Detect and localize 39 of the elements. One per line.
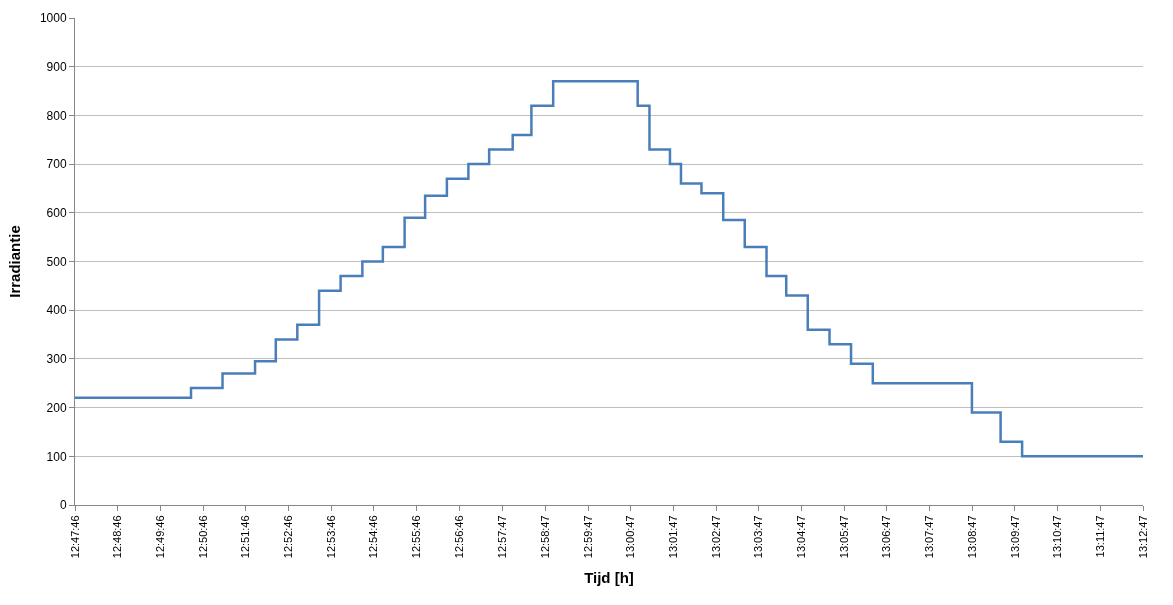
x-tick-label: 13:09:47 [1008, 515, 1021, 559]
y-tick-label: 900 [46, 59, 67, 74]
x-tick-label: 13:00:47 [624, 515, 637, 559]
y-tick-label: 400 [46, 303, 67, 318]
x-tick-label: 13:05:47 [837, 515, 850, 559]
x-tick-label: 12:56:46 [452, 515, 465, 559]
y-axis-title: Irradiantie [6, 225, 24, 298]
x-tick-label: 13:01:47 [666, 515, 679, 559]
x-tick-label: 12:51:46 [239, 515, 252, 559]
y-tick-label: 1000 [39, 11, 67, 26]
x-tick-label: 12:49:46 [153, 515, 166, 559]
y-tick-label: 800 [46, 108, 67, 123]
y-tick-label: 700 [46, 157, 67, 172]
y-tick-label: 300 [46, 352, 67, 367]
x-tick-label: 13:07:47 [922, 515, 935, 559]
x-tick-label: 13:02:47 [709, 515, 722, 559]
x-axis-title: Tijd [h] [584, 569, 634, 587]
y-tick-label: 600 [46, 206, 67, 220]
x-tick-label: 12:50:46 [196, 515, 209, 559]
y-tick-label: 200 [46, 400, 67, 415]
x-tick-label: 12:57:47 [496, 515, 509, 559]
x-tick-label: 13:11:47 [1093, 515, 1106, 558]
x-tick-label: 12:47:46 [68, 515, 81, 559]
x-tick-label: 13:06:47 [880, 515, 893, 559]
x-tick-label: 13:04:47 [794, 515, 807, 559]
x-tick-label: 12:53:46 [324, 515, 337, 559]
x-tick-label: 13:08:47 [965, 515, 978, 559]
x-tick-label: 13:10:47 [1051, 515, 1064, 559]
x-tick-label: 13:03:47 [752, 515, 765, 559]
x-tick-label: 12:59:47 [581, 515, 594, 559]
y-tick-label: 100 [46, 449, 67, 464]
x-tick-label: 12:48:46 [111, 515, 124, 559]
y-tick-label: 0 [59, 498, 67, 513]
x-tick-label: 13:12:47 [1136, 515, 1149, 559]
x-tick-label: 12:54:46 [367, 515, 380, 559]
x-tick-label: 12:55:46 [409, 515, 422, 559]
y-tick-label: 500 [46, 254, 67, 269]
x-tick-label: 12:52:46 [281, 515, 294, 559]
x-tick-label: 12:58:47 [538, 515, 551, 559]
